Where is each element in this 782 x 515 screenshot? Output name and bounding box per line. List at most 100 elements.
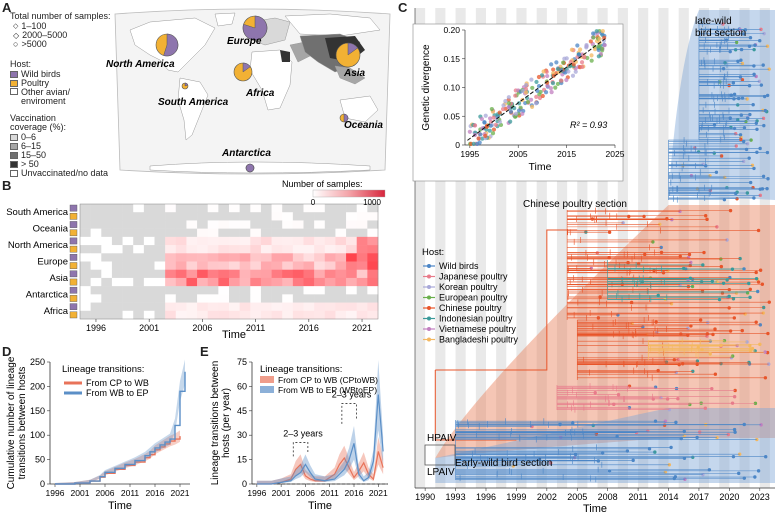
heatmap-cells — [79, 203, 379, 320]
heatmap-cell — [303, 212, 315, 221]
heatmap-row-label: Europe — [37, 257, 68, 268]
heatmap-cell — [122, 245, 134, 254]
inset-point — [476, 136, 481, 141]
inset-point — [591, 31, 596, 36]
tree-legend-label: Wild birds — [439, 261, 479, 271]
heatmap-cell — [80, 269, 91, 279]
vacc-label: 15–50 — [21, 150, 47, 160]
heatmap-host-marker — [69, 204, 78, 212]
heatmap-cell — [250, 261, 262, 271]
d-ylabel-line1: Cumulative number of lineage — [6, 356, 17, 489]
e-legend-label: From WB to EP (WBtoEP) — [278, 385, 377, 395]
heatmap-cell — [101, 310, 113, 320]
inset-point — [483, 113, 488, 118]
inset-point — [497, 119, 502, 124]
heatmap-cell — [111, 277, 123, 287]
inset-point — [600, 29, 605, 34]
heatmap-cell — [324, 236, 336, 246]
region-label-south-america: South America — [158, 97, 229, 108]
heatmap-cell — [101, 277, 113, 287]
heatmap-cell — [90, 204, 102, 213]
inset-point — [570, 73, 576, 78]
inset-point — [548, 86, 553, 91]
heatmap-cell — [250, 277, 262, 287]
heatmap-cell — [197, 212, 209, 221]
heatmap-cell — [90, 310, 102, 320]
size-label: 2000–5000 — [22, 30, 68, 40]
e-x-tick-label: 2021 — [369, 488, 388, 498]
heatmap-cell — [239, 212, 251, 221]
e-y-tick-label: 45 — [237, 406, 247, 416]
chinese-poultry-section — [435, 205, 775, 458]
tree-legend-dot — [427, 306, 431, 310]
heatmap-row-label: Africa — [44, 306, 69, 317]
d-x-tick-label: 1996 — [46, 488, 65, 498]
heatmap-cell — [218, 236, 230, 246]
inset-point — [487, 128, 492, 133]
heatmap-cell — [356, 204, 368, 213]
inset-point — [597, 36, 602, 41]
inset-point — [543, 90, 549, 95]
heatmap-cell — [80, 228, 91, 238]
inset-point — [516, 108, 522, 113]
heatmap-cell — [133, 261, 145, 271]
heatmap-row-label: Oceania — [33, 224, 69, 235]
heatmap-cell — [260, 253, 272, 262]
inset-point — [490, 131, 496, 136]
heatmap-cell — [282, 204, 294, 213]
host-label: Poultry — [21, 78, 50, 88]
host-legend: Host: Wild birds Poultry Other avian/ en… — [10, 60, 83, 106]
heatmap-cell — [260, 236, 272, 246]
heatmap-cell — [207, 269, 219, 279]
heatmap-cell — [292, 212, 304, 221]
heatmap-cell — [111, 236, 123, 246]
world-map: North America Europe Asia Africa South A… — [106, 8, 391, 175]
heatmap-cell — [282, 228, 294, 238]
heatmap-cell — [143, 269, 155, 279]
heatmap-cell — [154, 220, 166, 229]
inset-point — [549, 90, 554, 95]
heatmap-cell — [154, 277, 166, 287]
antarctica-shape — [149, 161, 371, 174]
heatmap-cell — [303, 286, 315, 295]
heatmap-cell — [122, 294, 134, 303]
host-swatch-wild-birds — [10, 71, 18, 78]
heatmap-cell — [207, 261, 219, 271]
tree-tip — [647, 447, 652, 451]
heatmap-cell — [292, 310, 304, 320]
tree-legend-label: European poultry — [439, 293, 508, 303]
tree-year-stripe — [435, 8, 446, 488]
heatmap-cell — [154, 253, 166, 262]
heatmap-cell — [186, 302, 198, 312]
heatmap-cell — [367, 261, 379, 271]
vacc-label: Unvaccinated/no data — [21, 168, 109, 178]
region-label-north-america: North America — [106, 59, 175, 70]
heatmap-host-marker — [69, 254, 78, 261]
heatmap-cell — [218, 302, 230, 312]
heatmap-cell — [197, 310, 209, 320]
heatmap-cell — [111, 294, 123, 303]
inset-point — [523, 83, 529, 88]
heatmap-cell — [143, 277, 155, 287]
vaccination-legend-title: Vaccination coverage (%): — [10, 113, 67, 132]
tree-year-stripe — [597, 8, 608, 488]
south-america-shape — [177, 77, 209, 141]
heatmap-cell — [80, 310, 91, 320]
heatmap-cell — [175, 204, 187, 213]
heatmap-cell — [367, 302, 379, 312]
label-early-wild: Early-wild bird section — [455, 458, 552, 469]
heatmap-cell — [197, 253, 209, 262]
heatmap-cell — [101, 204, 113, 213]
heatmap-cell — [292, 302, 304, 312]
heatmap-cell — [218, 277, 230, 287]
heatmap-cell — [143, 220, 155, 229]
tree-x-tick-label: 2017 — [689, 492, 709, 502]
heatmap-cell — [250, 236, 262, 246]
heatmap-cell — [229, 261, 240, 271]
tree-year-stripe — [698, 8, 710, 488]
heatmap-cell — [122, 236, 134, 246]
heatmap-cell — [239, 253, 251, 262]
heatmap-cell — [324, 294, 336, 303]
clade-bangladeshi-branches — [647, 337, 766, 360]
heatmap-color-scale — [312, 189, 386, 198]
